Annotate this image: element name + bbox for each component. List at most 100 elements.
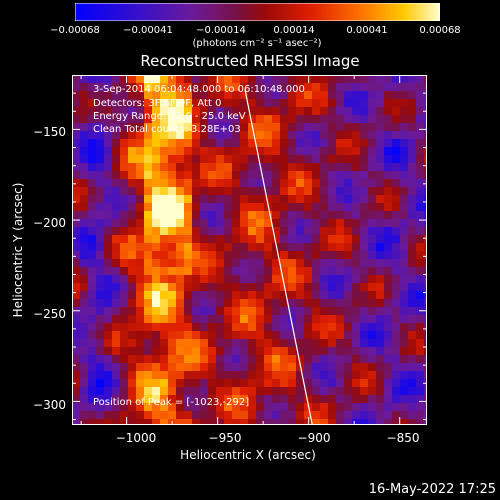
heatmap-cell: [192, 155, 201, 164]
heatmap-cell: [112, 107, 121, 116]
heatmap-cell: [96, 315, 105, 324]
heatmap-cell: [368, 227, 377, 236]
heatmap-cell: [264, 147, 273, 156]
heatmap-cell: [368, 75, 377, 84]
heatmap-cell: [216, 243, 225, 252]
heatmap-cell: [368, 267, 377, 276]
heatmap-cell: [168, 163, 177, 172]
heatmap-cell: [328, 235, 337, 244]
heatmap-cell: [224, 235, 233, 244]
heatmap-cell: [368, 195, 377, 204]
heatmap-cell: [320, 315, 329, 324]
heatmap-cell: [304, 155, 313, 164]
heatmap-cell: [224, 347, 233, 356]
heatmap-cell: [232, 411, 241, 420]
colorbar-tick-label: 0.00068: [419, 25, 461, 36]
heatmap-cell: [72, 331, 81, 340]
heatmap-cell: [96, 371, 105, 380]
heatmap-cell: [400, 155, 409, 164]
heatmap-cell: [112, 387, 121, 396]
heatmap-cell: [112, 115, 121, 124]
heatmap-cell: [384, 275, 393, 284]
heatmap-cell: [360, 275, 369, 284]
heatmap-cell: [408, 123, 417, 132]
heatmap-cell: [312, 363, 321, 372]
heatmap-cell: [216, 211, 225, 220]
heatmap-cell: [216, 299, 225, 308]
heatmap-cell: [296, 75, 305, 84]
heatmap-cell: [80, 419, 89, 425]
heatmap-cell: [160, 347, 169, 356]
heatmap-cell: [176, 411, 185, 420]
heatmap-cell: [96, 395, 105, 404]
heatmap-cell: [208, 395, 217, 404]
heatmap-cell: [312, 355, 321, 364]
heatmap-cell: [328, 323, 337, 332]
heatmap-cell: [392, 371, 401, 380]
heatmap-cell: [280, 91, 289, 100]
heatmap-cell: [104, 251, 113, 260]
heatmap-cell: [200, 83, 209, 92]
heatmap-cell: [312, 291, 321, 300]
heatmap-cell: [416, 75, 425, 84]
heatmap-cell: [272, 339, 281, 348]
heatmap-cell: [240, 83, 249, 92]
heatmap-cell: [408, 251, 417, 260]
heatmap-cell: [72, 419, 81, 425]
heatmap-cell: [344, 163, 353, 172]
heatmap-cell: [344, 107, 353, 116]
heatmap-cell: [136, 267, 145, 276]
heatmap-cell: [416, 315, 425, 324]
heatmap-cell: [224, 379, 233, 388]
heatmap-cell: [312, 179, 321, 188]
y-tick-label: −200: [33, 216, 66, 230]
heatmap-cell: [96, 379, 105, 388]
colorbar-units: (photons cm⁻² s⁻¹ asec⁻²): [192, 38, 322, 49]
heatmap-cell: [192, 411, 201, 420]
heatmap-cell: [424, 371, 427, 380]
heatmap-cell: [192, 91, 201, 100]
heatmap-cell: [200, 171, 209, 180]
heatmap-cell: [144, 355, 153, 364]
heatmap-cell: [360, 75, 369, 84]
heatmap-cell: [136, 291, 145, 300]
heatmap-cell: [392, 291, 401, 300]
heatmap-cell: [128, 83, 137, 92]
heatmap-cell: [192, 195, 201, 204]
heatmap-cell: [272, 211, 281, 220]
heatmap-cell: [224, 291, 233, 300]
heatmap-cell: [320, 195, 329, 204]
heatmap-cell: [264, 187, 273, 196]
heatmap-cell: [216, 363, 225, 372]
heatmap-cell: [256, 259, 265, 268]
heatmap-cell: [120, 163, 129, 172]
heatmap-cell: [224, 267, 233, 276]
heatmap-cell: [192, 243, 201, 252]
heatmap-cell: [384, 83, 393, 92]
heatmap-cell: [160, 99, 169, 108]
heatmap-cell: [128, 171, 137, 180]
heatmap-cell: [136, 203, 145, 212]
heatmap-cell: [200, 283, 209, 292]
detectors-annotation: Detectors: 3F 6F 9F, Att 0: [93, 98, 222, 109]
heatmap-cell: [240, 163, 249, 172]
heatmap-cell: [152, 371, 161, 380]
heatmap-cell: [128, 179, 137, 188]
heatmap-cell: [408, 403, 417, 412]
heatmap-cell: [272, 171, 281, 180]
heatmap-cell: [392, 323, 401, 332]
heatmap-cell: [104, 259, 113, 268]
heatmap-cell: [328, 83, 337, 92]
heatmap-cell: [216, 107, 225, 116]
heatmap-cell: [336, 299, 345, 308]
heatmap-cell: [136, 99, 145, 108]
heatmap-cell: [88, 371, 97, 380]
heatmap-cell: [96, 347, 105, 356]
heatmap-cell: [360, 299, 369, 308]
heatmap-cell: [96, 99, 105, 108]
heatmap-cell: [256, 211, 265, 220]
heatmap-cell: [168, 179, 177, 188]
heatmap-cell: [160, 339, 169, 348]
heatmap-cell: [128, 275, 137, 284]
heatmap-cell: [208, 403, 217, 412]
